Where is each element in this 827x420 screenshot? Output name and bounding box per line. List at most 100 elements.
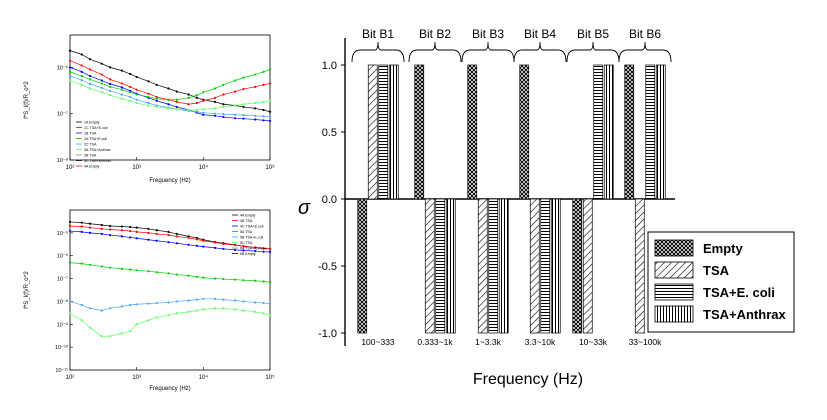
bar	[582, 198, 593, 334]
data-point	[213, 107, 217, 110]
data-point	[262, 119, 265, 122]
data-point	[222, 105, 225, 109]
data-point	[80, 221, 83, 224]
data-point	[202, 239, 205, 242]
data-point	[254, 73, 257, 76]
data-point	[109, 82, 112, 85]
data-point	[222, 115, 225, 119]
data-point	[100, 73, 103, 76]
bit-bracket	[351, 41, 405, 63]
data-point	[167, 98, 170, 101]
data-point	[120, 225, 123, 228]
data-point	[234, 104, 237, 107]
data-point	[135, 323, 138, 326]
data-point	[268, 68, 272, 71]
data-point	[147, 319, 150, 322]
data-point	[167, 103, 170, 106]
data-point	[167, 87, 170, 90]
data-point	[129, 99, 132, 102]
x-axis-label: Frequency (Hz)	[149, 386, 190, 392]
data-point	[109, 307, 112, 310]
data-point	[234, 299, 237, 302]
data-point	[254, 301, 257, 304]
data-point	[234, 244, 237, 247]
legend-label: 6B Empty	[240, 252, 256, 256]
data-point	[120, 305, 123, 308]
data-point	[262, 70, 265, 73]
data-point	[234, 90, 237, 93]
data-point	[254, 118, 257, 121]
x-axis-label: Frequency (Hz)	[473, 371, 583, 388]
data-point	[242, 245, 245, 248]
data-point	[80, 303, 83, 307]
data-point	[175, 108, 178, 111]
y-tick-label: 10⁻⁶	[57, 253, 68, 260]
data-point	[195, 298, 198, 301]
bit-label: Bit B6	[629, 27, 661, 41]
legend-label: 4B TSA	[240, 219, 253, 223]
data-point	[80, 83, 83, 86]
bar	[467, 64, 478, 200]
data-point	[129, 303, 132, 307]
data-point	[262, 100, 265, 103]
top-noise-spectrum-chart: f*S_I(f)/R_o^2 Frequency (Hz) 10² 10³ 10⁴ 1…	[24, 34, 275, 184]
data-point	[262, 247, 265, 250]
data-point	[80, 53, 83, 56]
data-point	[202, 108, 205, 111]
legend-label: 5A TSA	[240, 230, 253, 234]
data-point	[135, 226, 138, 229]
data-point	[234, 308, 237, 311]
legend-label: 3C TSA+Anthrax	[84, 159, 111, 163]
data-point	[120, 69, 123, 72]
bar	[624, 64, 635, 200]
bit-label: Bit B3	[472, 27, 504, 41]
data-point	[242, 114, 245, 117]
data-point	[213, 112, 217, 115]
bar	[388, 64, 399, 200]
data-point	[195, 108, 198, 112]
data-point	[100, 335, 103, 338]
data-point	[254, 246, 257, 249]
legend-label: 5C TSA	[240, 241, 253, 245]
data-point	[155, 229, 158, 232]
legend-label: 2A TSA+E.coli	[84, 137, 107, 141]
data-point	[175, 100, 178, 103]
data-point	[175, 242, 178, 245]
data-point	[262, 115, 265, 118]
data-point	[100, 79, 103, 82]
data-point	[88, 307, 92, 310]
data-point	[268, 247, 272, 250]
bar	[435, 198, 446, 334]
data-point	[187, 243, 190, 246]
data-point	[147, 92, 150, 95]
data-point	[129, 236, 132, 239]
bar	[378, 64, 389, 200]
series-line	[69, 225, 271, 250]
data-point	[109, 228, 112, 231]
bar	[367, 64, 378, 200]
data-point	[254, 279, 257, 282]
legend-label: 2C TSA	[84, 143, 97, 147]
bit-bracket	[408, 41, 462, 63]
data-point	[100, 86, 103, 90]
data-point	[100, 265, 103, 268]
data-point	[100, 62, 103, 65]
data-point	[213, 246, 217, 249]
x-tick-label: 10²	[66, 165, 75, 171]
x-tick-label: 10⁴	[199, 164, 209, 171]
legend-label: 4C TSA+E.coli	[240, 225, 264, 229]
data-point	[109, 85, 112, 88]
data-point	[268, 115, 272, 119]
data-point	[129, 268, 132, 271]
data-point	[135, 98, 138, 101]
data-point	[268, 99, 272, 102]
data-point	[242, 249, 245, 252]
bar	[655, 64, 666, 200]
data-point	[175, 312, 178, 315]
data-point	[120, 88, 123, 91]
data-point	[175, 98, 178, 101]
legend-label: 4A Empty	[240, 214, 256, 218]
data-point	[254, 249, 257, 253]
data-point	[213, 307, 217, 310]
series-line	[69, 75, 271, 118]
